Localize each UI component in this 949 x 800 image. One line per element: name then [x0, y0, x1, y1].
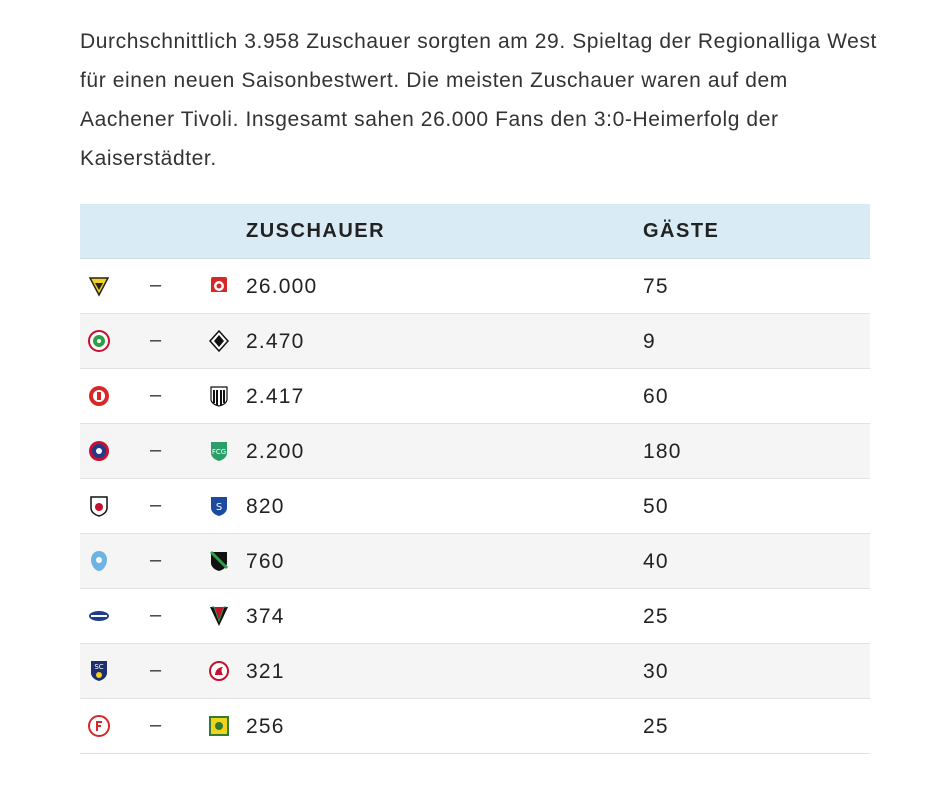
match-separator: – [150, 384, 162, 406]
koeln-ii-crest-icon [207, 659, 231, 683]
attendance-table: ZUSCHAUER GÄSTE – 26.000 75 – 2.470 9 – 2.417 60… [80, 204, 870, 754]
attendance-value: 760 [246, 550, 285, 573]
table-row: – FCG 2.200 180 [80, 424, 870, 479]
guests-value: 50 [643, 495, 669, 518]
table-row: SC – 321 30 [80, 644, 870, 699]
svg-text:FCG: FCG [212, 448, 226, 456]
rot-weiss-oberhausen-crest-icon [87, 329, 111, 353]
guests-value: 40 [643, 550, 669, 573]
header-guests: GÄSTE [643, 220, 720, 242]
attendance-value: 256 [246, 715, 285, 738]
attendance-value: 374 [246, 605, 285, 628]
guests-value: 25 [643, 715, 669, 738]
svg-text:S: S [216, 502, 222, 513]
svg-text:SC: SC [94, 663, 103, 671]
guetersloh-crest-icon: FCG [207, 439, 231, 463]
table-row: – 256 25 [80, 699, 870, 754]
match-separator: – [150, 549, 162, 571]
paderborn-ii-crest-icon [87, 604, 111, 628]
table-row: – 374 25 [80, 589, 870, 644]
bocholt-crest-icon [87, 494, 111, 518]
match-separator: – [150, 659, 162, 681]
attendance-value: 26.000 [246, 275, 318, 298]
header-attendance: ZUSCHAUER [246, 220, 386, 242]
guests-value: 25 [643, 605, 669, 628]
table-row: – 26.000 75 [80, 259, 870, 314]
fortuna-duesseldorf-ii-crest-icon [87, 714, 111, 738]
attendance-value: 2.200 [246, 440, 305, 463]
fortuna-koeln-crest-icon [87, 384, 111, 408]
rhynern-crest-icon [207, 549, 231, 573]
wiedenbrueck-crest-icon [207, 384, 231, 408]
match-separator: – [150, 439, 162, 461]
table-row: – 760 40 [80, 534, 870, 589]
guests-value: 30 [643, 660, 669, 683]
match-separator: – [150, 274, 162, 296]
wegberg-crest-icon: SC [87, 659, 111, 683]
bergisch-crest-icon [207, 604, 231, 628]
intro-paragraph: Durchschnittlich 3.958 Zuschauer sorgten… [80, 30, 877, 170]
attendance-value: 321 [246, 660, 285, 683]
match-separator: – [150, 329, 162, 351]
ahlen-crest-icon [207, 274, 231, 298]
attendance-value: 2.470 [246, 330, 305, 353]
guests-value: 9 [643, 330, 656, 353]
match-separator: – [150, 494, 162, 516]
guests-value: 75 [643, 275, 669, 298]
attendance-value: 2.417 [246, 385, 305, 408]
alemannia-aachen-crest-icon [87, 274, 111, 298]
gladbach-ii-crest-icon [207, 329, 231, 353]
guests-value: 180 [643, 440, 682, 463]
wuppertal-crest-icon [87, 439, 111, 463]
table-row: – S 820 50 [80, 479, 870, 534]
table-header: ZUSCHAUER GÄSTE [80, 204, 870, 259]
guests-value: 60 [643, 385, 669, 408]
match-separator: – [150, 604, 162, 626]
attendance-value: 820 [246, 495, 285, 518]
schalke-ii-crest-icon: S [207, 494, 231, 518]
table-row: – 2.417 60 [80, 369, 870, 424]
lippstadt-crest-icon [207, 714, 231, 738]
match-separator: – [150, 714, 162, 736]
duesseldorf-ii-crest-icon [87, 549, 111, 573]
table-row: – 2.470 9 [80, 314, 870, 369]
